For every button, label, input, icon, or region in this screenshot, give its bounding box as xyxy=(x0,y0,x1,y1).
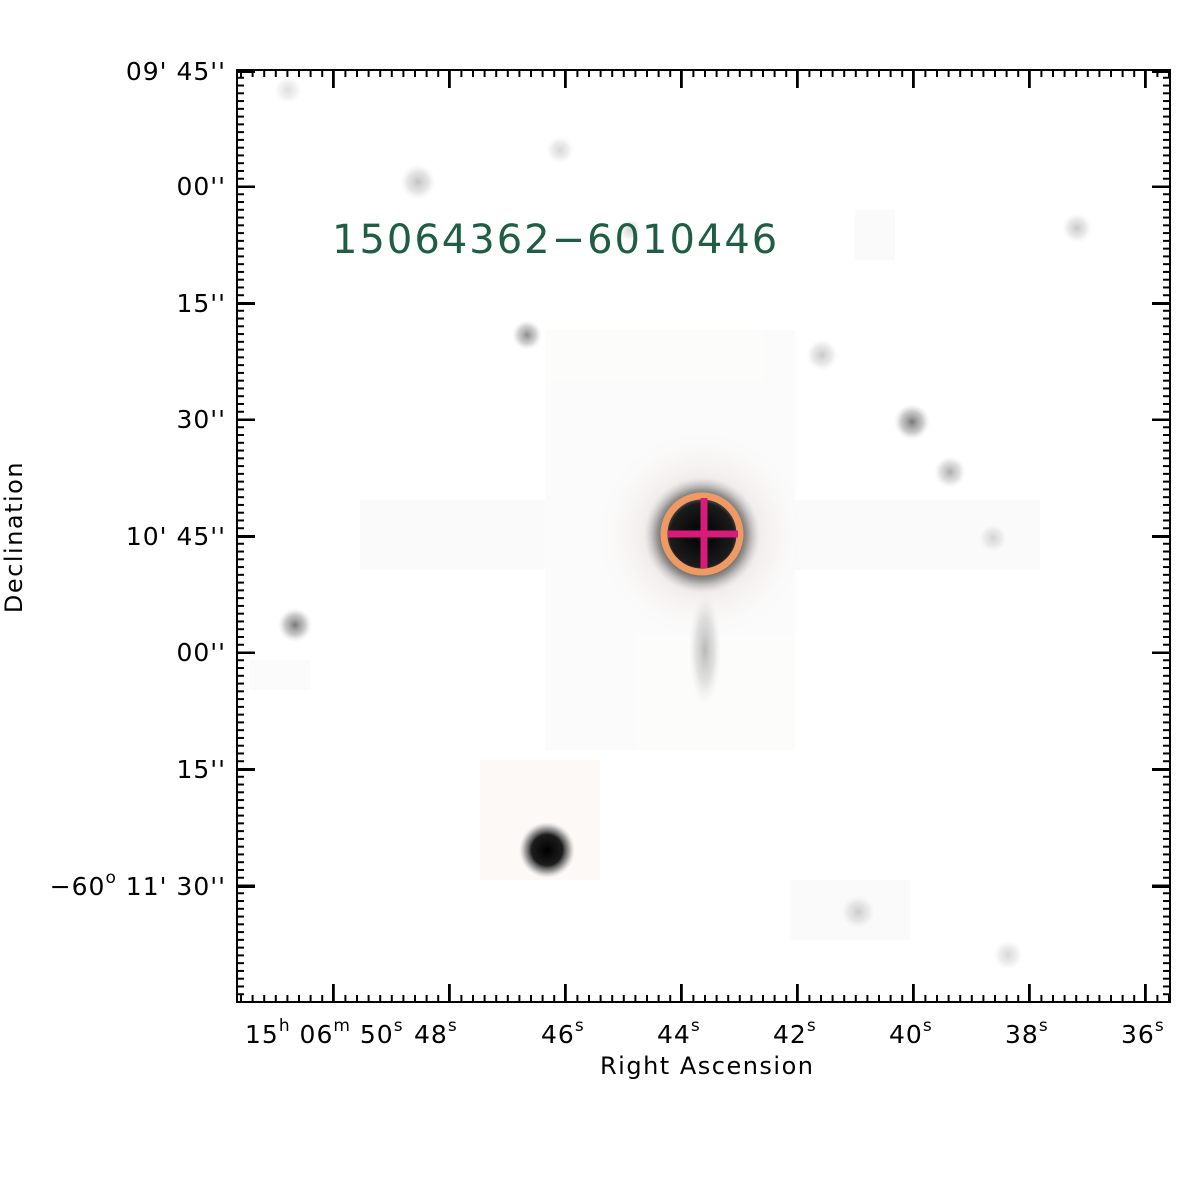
star-faint xyxy=(400,164,436,200)
axis-ticks xyxy=(237,69,1170,1003)
star-faint xyxy=(806,339,838,371)
y-tick-label: 10' 45'' xyxy=(125,522,226,551)
star-faint xyxy=(546,136,574,164)
star-faint xyxy=(934,456,966,488)
star-faint xyxy=(274,76,302,104)
star-target-streak xyxy=(689,595,721,705)
x-tick-label: 36s xyxy=(1121,1016,1165,1049)
star-faint xyxy=(618,218,642,242)
star-faint xyxy=(841,895,875,929)
x-tick-label: 38s xyxy=(1005,1016,1049,1049)
star-faint xyxy=(894,404,930,440)
y-tick-label: 09' 45'' xyxy=(125,57,226,86)
star-faint xyxy=(278,608,312,642)
y-tick-label: −60o 11' 30'' xyxy=(49,868,226,901)
star-faint xyxy=(512,320,542,350)
y-tick-label: 15'' xyxy=(176,289,226,318)
star-faint xyxy=(993,940,1023,970)
star-faint xyxy=(1062,213,1092,243)
y-tick-label: 00'' xyxy=(176,638,226,667)
x-tick-label-first: 15h 06m 50s xyxy=(245,1016,404,1049)
source-marker xyxy=(660,492,744,576)
y-tick-label: 30'' xyxy=(176,405,226,434)
y-axis-title: Declination xyxy=(0,460,28,614)
x-tick-label: 46s xyxy=(541,1016,585,1049)
marker-circle xyxy=(660,492,744,576)
x-tick-label: 40s xyxy=(889,1016,933,1049)
x-tick-label: 42s xyxy=(773,1016,817,1049)
y-tick-label: 00'' xyxy=(176,172,226,201)
star-faint xyxy=(979,524,1007,552)
y-tick-label: 15'' xyxy=(176,755,226,784)
x-axis-title: Right Ascension xyxy=(600,1052,815,1080)
x-tick-label: 44s xyxy=(657,1016,701,1049)
x-tick-label: 48s xyxy=(414,1016,458,1049)
object-id-label: 15064362−6010446 xyxy=(332,217,780,263)
star-bright-lower xyxy=(519,822,575,878)
